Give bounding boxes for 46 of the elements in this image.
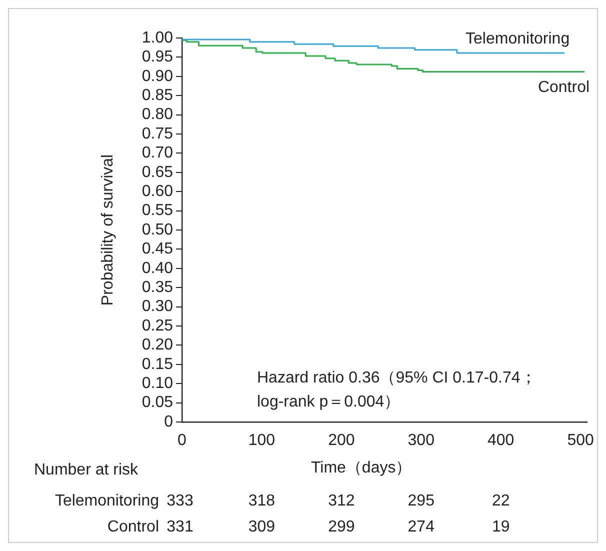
annotation: log-rank p＝0.004） (257, 393, 400, 410)
x-tick-label: 400 (487, 432, 514, 450)
text: Number at risk (34, 461, 140, 478)
text: Control (107, 518, 159, 536)
text: 333 (166, 492, 194, 510)
y-tick-label: 0.70 (142, 144, 174, 162)
y-tick-label: 0.50 (142, 221, 174, 238)
text: 19 (492, 518, 510, 536)
series-label: Telemonitoring (466, 30, 570, 48)
y-tick-label: 0 (164, 413, 174, 430)
y-tick-label: 0.05 (142, 394, 174, 412)
text: 318 (248, 492, 276, 510)
y-tick-label: 0.90 (142, 68, 174, 85)
y-tick-label: 0.25 (142, 317, 174, 334)
y-tick-label: 0.95 (142, 48, 174, 66)
y-tick-label: 0.15 (142, 356, 174, 373)
y-tick-label: 0.10 (142, 375, 174, 392)
y-tick-label: 0.35 (142, 279, 174, 296)
x-tick-label: 300 (408, 432, 435, 450)
series-label: Control (538, 79, 590, 96)
x-tick-label: 100 (248, 432, 276, 450)
text: Telemonitoring (54, 492, 159, 510)
text: 312 (328, 492, 355, 510)
x-axis-title: Time（days） (310, 459, 412, 476)
y-tick-label: 0.60 (142, 183, 174, 200)
text: 22 (492, 492, 510, 510)
text: 299 (328, 518, 355, 536)
y-tick-label: 0.80 (142, 106, 174, 124)
text: 274 (408, 518, 435, 536)
text: 295 (408, 492, 435, 510)
y-tick-label: 0.40 (142, 260, 174, 277)
y-tick-label: 0.55 (142, 202, 174, 220)
x-tick-label: 200 (328, 432, 355, 450)
y-tick-label: 0.65 (142, 164, 174, 181)
y-tick-label: 0.85 (142, 87, 174, 104)
text: 309 (248, 518, 276, 536)
y-tick-label: 0.45 (142, 240, 174, 258)
x-tick-label: 500 (567, 432, 594, 450)
y-axis-title: Probability of survival (99, 154, 116, 306)
y-tick-label: 0.75 (142, 125, 174, 142)
annotation: Hazard ratio 0.36（95% CI 0.17-0.74； (257, 369, 536, 386)
y-tick-label: 1.00 (142, 29, 174, 46)
y-tick-label: 0.30 (142, 298, 174, 316)
y-tick-label: 0.20 (142, 336, 174, 354)
x-tick-label: 0 (178, 432, 187, 450)
text: 331 (166, 518, 194, 536)
